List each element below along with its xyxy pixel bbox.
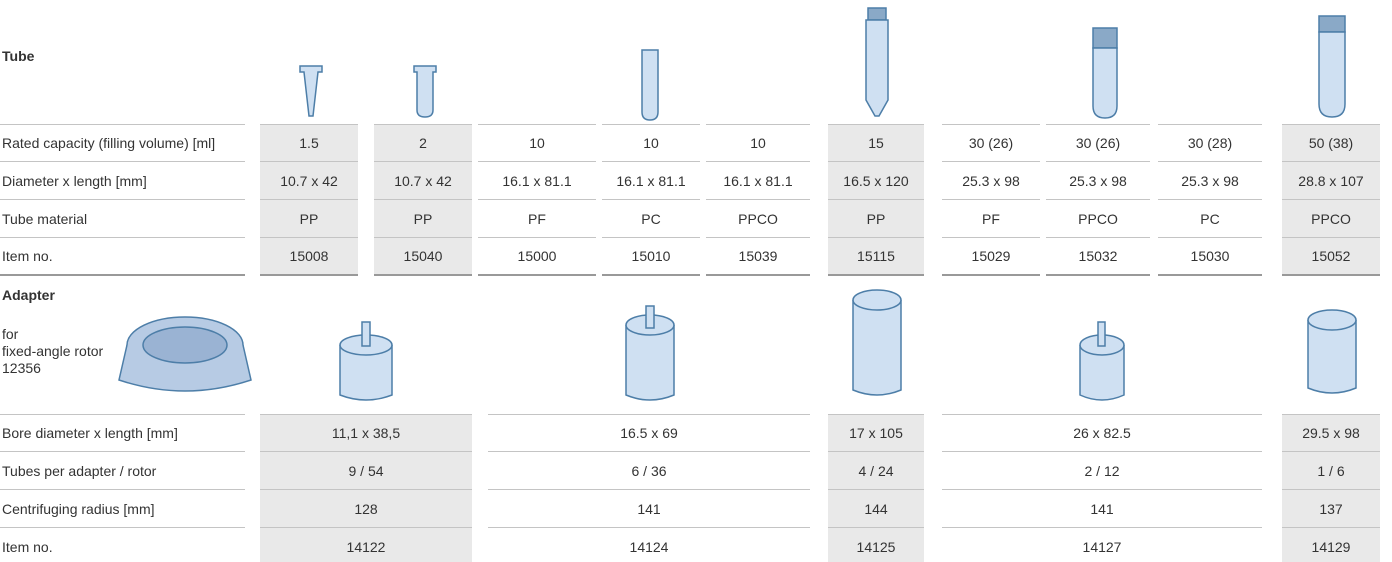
value-cell: 10 xyxy=(602,124,700,162)
value-cell: 28.8 x 107 xyxy=(1282,162,1380,200)
value-cell: 128 xyxy=(260,490,472,528)
value-cell: 15115 xyxy=(828,238,924,276)
value-cell: 6 / 36 xyxy=(488,452,810,490)
value-cell: 15000 xyxy=(478,238,596,276)
value-cell: 9 / 54 xyxy=(260,452,472,490)
value-cell: 16.1 x 81.1 xyxy=(706,162,810,200)
tube-heading: Tube xyxy=(2,48,35,64)
value-cell: 15039 xyxy=(706,238,810,276)
adapter-heading: Adapter xyxy=(2,287,55,303)
row-label: Item no. xyxy=(0,238,245,276)
row-label: Rated capacity (filling volume) [ml] xyxy=(0,124,245,162)
value-cell: 15032 xyxy=(1046,238,1150,276)
row-label: Tubes per adapter / rotor xyxy=(0,452,245,490)
value-cell: 25.3 x 98 xyxy=(1046,162,1150,200)
row-label: Tube material xyxy=(0,200,245,238)
caption-line: for xyxy=(2,326,19,342)
value-cell: PPCO xyxy=(706,200,810,238)
value-cell: 15040 xyxy=(374,238,472,276)
value-cell: 2 / 12 xyxy=(942,452,1262,490)
value-cell: 4 / 24 xyxy=(828,452,924,490)
value-cell: 26 x 82.5 xyxy=(942,414,1262,452)
value-cell: 15030 xyxy=(1158,238,1262,276)
value-cell: 1.5 xyxy=(260,124,358,162)
value-cell: 16.5 x 69 xyxy=(488,414,810,452)
value-cell: 14129 xyxy=(1282,528,1380,562)
value-cell: 137 xyxy=(1282,490,1380,528)
value-cell: 10 xyxy=(478,124,596,162)
value-cell: 14124 xyxy=(488,528,810,562)
value-cell: 30 (28) xyxy=(1158,124,1262,162)
value-cell: 14122 xyxy=(260,528,472,562)
value-cell: 11,1 x 38,5 xyxy=(260,414,472,452)
value-cell: 30 (26) xyxy=(942,124,1040,162)
value-cell: PF xyxy=(942,200,1040,238)
value-cell: PP xyxy=(374,200,472,238)
value-cell: 15 xyxy=(828,124,924,162)
value-cell: 15008 xyxy=(260,238,358,276)
value-cell: 16.5 x 120 xyxy=(828,162,924,200)
row-label: Diameter x length [mm] xyxy=(0,162,245,200)
row-label: Item no. xyxy=(0,528,245,562)
value-cell: 141 xyxy=(488,490,810,528)
value-cell: 17 x 105 xyxy=(828,414,924,452)
value-cell: PF xyxy=(478,200,596,238)
value-cell: PC xyxy=(1158,200,1262,238)
value-cell: PC xyxy=(602,200,700,238)
value-cell: 10 xyxy=(706,124,810,162)
value-cell: 15052 xyxy=(1282,238,1380,276)
rotor-caption: for fixed-angle rotor 12356 xyxy=(2,326,103,377)
value-cell: 14127 xyxy=(942,528,1262,562)
value-cell: 16.1 x 81.1 xyxy=(602,162,700,200)
row-label: Centrifuging radius [mm] xyxy=(0,490,245,528)
value-cell: 141 xyxy=(942,490,1262,528)
value-cell: PP xyxy=(828,200,924,238)
value-cell: 10.7 x 42 xyxy=(260,162,358,200)
value-cell: 14125 xyxy=(828,528,924,562)
caption-line: fixed-angle rotor xyxy=(2,343,104,359)
value-cell: 2 xyxy=(374,124,472,162)
value-cell: 25.3 x 98 xyxy=(942,162,1040,200)
value-cell: 25.3 x 98 xyxy=(1158,162,1262,200)
value-cell: 144 xyxy=(828,490,924,528)
value-cell: 1 / 6 xyxy=(1282,452,1380,490)
caption-line: 12356 xyxy=(2,360,41,376)
value-cell: 10.7 x 42 xyxy=(374,162,472,200)
row-label: Bore diameter x length [mm] xyxy=(0,414,245,452)
value-cell: PPCO xyxy=(1046,200,1150,238)
value-cell: 16.1 x 81.1 xyxy=(478,162,596,200)
value-cell: 30 (26) xyxy=(1046,124,1150,162)
value-cell: 15029 xyxy=(942,238,1040,276)
value-cell: 15010 xyxy=(602,238,700,276)
value-cell: PP xyxy=(260,200,358,238)
value-cell: 29.5 x 98 xyxy=(1282,414,1380,452)
value-cell: 50 (38) xyxy=(1282,124,1380,162)
value-cell: PPCO xyxy=(1282,200,1380,238)
